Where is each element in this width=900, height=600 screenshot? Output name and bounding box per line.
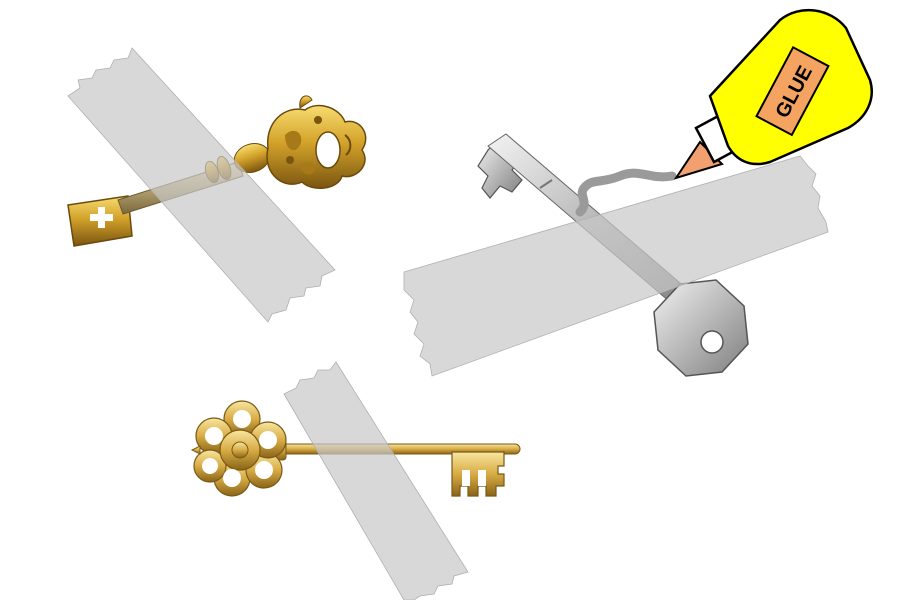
silver-key-octagon-bow: [653, 279, 749, 377]
tape-strip-right: [403, 155, 829, 377]
golden-key-flower-bow: [190, 400, 287, 497]
glue-squiggle: [575, 168, 677, 217]
brass-key-bit-cross: [90, 207, 113, 228]
tape-strip-bottom: [283, 361, 469, 600]
tape-strip-top-left: [67, 47, 336, 323]
glue-bottle-label: [755, 45, 830, 137]
silver-key-bow-hole: [700, 330, 724, 354]
brass-key-ornate-bow: [266, 95, 367, 189]
glue-bottle: GLUE: [673, 8, 873, 180]
